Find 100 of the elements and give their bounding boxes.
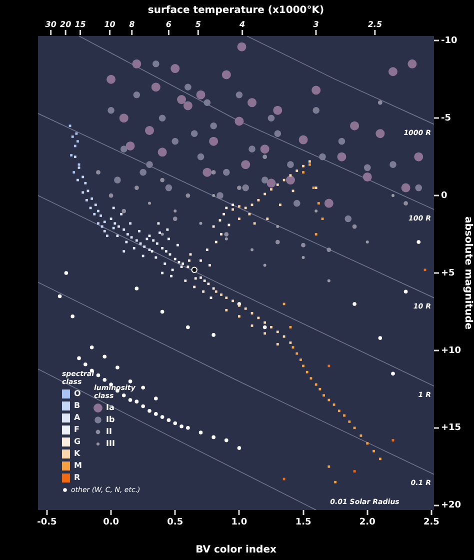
point	[58, 294, 62, 298]
point	[237, 42, 246, 52]
point	[64, 271, 68, 275]
y-tick-label: -5	[441, 113, 451, 124]
point	[236, 91, 243, 98]
point	[404, 290, 408, 294]
point	[134, 186, 139, 190]
x-tick-label: 1.0	[231, 518, 248, 528]
text: 5	[195, 20, 202, 29]
point	[75, 132, 78, 135]
point	[172, 138, 179, 145]
point	[210, 122, 217, 130]
point	[273, 106, 282, 115]
point	[202, 290, 205, 293]
point	[108, 106, 114, 114]
point	[337, 152, 346, 162]
point	[184, 84, 192, 91]
point	[207, 282, 210, 286]
point	[146, 161, 153, 168]
point	[222, 168, 230, 176]
point	[112, 206, 115, 210]
point	[266, 178, 276, 188]
point	[234, 116, 244, 126]
point	[268, 114, 275, 122]
point	[275, 240, 280, 244]
point	[72, 171, 76, 174]
point	[196, 90, 206, 100]
point	[360, 434, 362, 437]
point	[260, 144, 270, 154]
point	[126, 141, 135, 150]
point	[222, 70, 231, 80]
point	[70, 314, 74, 318]
point	[306, 370, 308, 374]
point	[165, 184, 172, 192]
point	[328, 364, 330, 368]
point	[122, 208, 126, 214]
point	[144, 126, 154, 135]
point	[84, 182, 87, 184]
point	[143, 245, 146, 248]
legend-label: M	[74, 461, 82, 470]
point	[296, 352, 298, 355]
point	[103, 230, 106, 232]
text: 10	[104, 20, 116, 29]
point	[177, 95, 186, 104]
legend-label: B	[74, 401, 80, 410]
point	[264, 332, 266, 335]
text: 6	[166, 20, 172, 29]
point	[248, 98, 257, 108]
point	[148, 408, 152, 413]
point	[352, 302, 356, 306]
point	[408, 59, 417, 68]
x-tick-label: 2.5	[423, 518, 440, 528]
point	[244, 206, 247, 210]
point	[106, 74, 116, 84]
point	[224, 438, 228, 442]
legend-label: K	[74, 449, 81, 458]
point	[312, 86, 321, 95]
point	[93, 212, 96, 216]
x-axis-title: BV color index	[196, 544, 277, 556]
point	[166, 228, 169, 231]
point	[204, 99, 211, 106]
point	[301, 242, 306, 248]
y-tick-label: +5	[441, 268, 455, 278]
point	[338, 410, 340, 412]
point	[141, 404, 145, 408]
point	[85, 198, 88, 202]
point	[194, 277, 197, 280]
point	[193, 286, 196, 288]
point	[364, 164, 371, 172]
point	[212, 435, 216, 440]
point	[96, 170, 100, 175]
x-tick-label: 0.0	[103, 518, 120, 528]
point	[327, 279, 330, 282]
point	[94, 204, 97, 206]
point	[312, 106, 320, 114]
point	[212, 194, 216, 198]
legend-label: III	[106, 439, 115, 448]
point	[119, 114, 128, 123]
point	[166, 418, 171, 422]
point	[186, 266, 190, 268]
point	[350, 121, 360, 130]
point	[174, 258, 176, 260]
point	[362, 172, 372, 182]
point	[102, 378, 107, 382]
point	[225, 206, 228, 210]
point	[276, 330, 279, 334]
point	[128, 398, 132, 402]
point	[102, 354, 107, 359]
point	[160, 232, 164, 236]
point	[132, 59, 142, 68]
point	[344, 215, 352, 222]
point	[250, 248, 254, 252]
point	[415, 184, 422, 192]
point	[114, 222, 116, 225]
point	[120, 212, 123, 216]
point	[262, 154, 268, 160]
point	[224, 232, 229, 236]
point	[378, 100, 382, 105]
point	[186, 193, 190, 198]
point	[211, 170, 216, 175]
